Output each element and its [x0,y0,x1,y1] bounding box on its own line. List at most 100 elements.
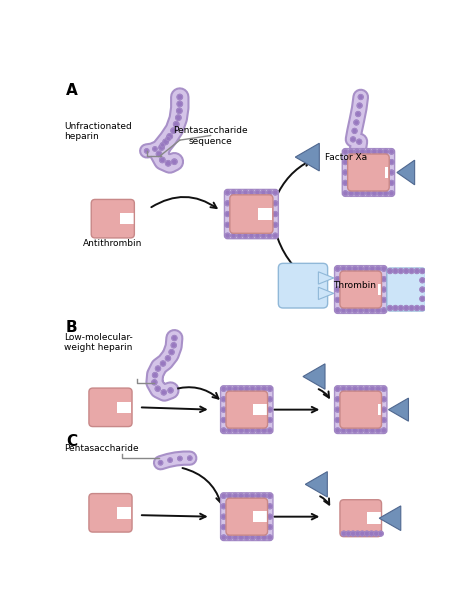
Circle shape [227,386,232,391]
Circle shape [267,504,273,509]
Circle shape [370,308,375,313]
Circle shape [169,350,174,355]
Circle shape [273,222,278,227]
Circle shape [273,190,278,195]
FancyBboxPatch shape [89,493,132,532]
Circle shape [250,428,255,433]
Circle shape [346,308,352,313]
Circle shape [355,191,359,196]
Circle shape [349,191,354,196]
Circle shape [382,407,386,412]
Polygon shape [295,143,319,171]
Circle shape [225,201,230,206]
Circle shape [158,461,163,465]
Circle shape [389,160,394,164]
Polygon shape [118,402,131,413]
Circle shape [398,306,403,310]
Circle shape [354,120,359,125]
Circle shape [177,94,182,100]
Circle shape [237,233,242,238]
Circle shape [370,266,375,271]
Text: Unfractionated
heparin: Unfractionated heparin [64,121,132,141]
Circle shape [335,418,340,423]
Circle shape [225,233,230,238]
Text: Pentasaccharide
sequence: Pentasaccharide sequence [173,126,248,145]
Circle shape [364,386,369,391]
FancyBboxPatch shape [91,200,134,238]
Circle shape [267,233,272,238]
Circle shape [360,191,365,196]
Circle shape [389,191,394,196]
FancyBboxPatch shape [220,493,273,541]
Circle shape [273,233,278,238]
Circle shape [377,191,383,196]
FancyBboxPatch shape [89,388,132,427]
Circle shape [250,535,255,540]
Circle shape [366,149,371,154]
Circle shape [221,514,226,519]
Circle shape [165,356,171,361]
Circle shape [375,308,381,313]
Circle shape [349,149,354,154]
Circle shape [346,428,352,433]
Circle shape [388,269,392,274]
Circle shape [341,266,346,271]
Circle shape [353,266,357,271]
Circle shape [393,269,398,274]
Circle shape [221,535,226,540]
Polygon shape [253,404,267,415]
Circle shape [161,390,166,395]
Circle shape [370,386,375,391]
Circle shape [233,428,237,433]
Circle shape [221,386,226,391]
Circle shape [382,277,386,282]
Circle shape [160,143,164,147]
Circle shape [167,134,173,139]
Circle shape [382,397,386,402]
Circle shape [389,180,394,185]
Circle shape [335,386,340,391]
Circle shape [358,308,363,313]
Circle shape [227,493,232,498]
Circle shape [233,493,237,498]
Circle shape [335,428,340,433]
Circle shape [409,269,414,274]
Circle shape [414,306,419,310]
Circle shape [420,287,425,292]
Circle shape [225,211,230,216]
Circle shape [357,103,362,108]
Circle shape [152,380,157,385]
FancyBboxPatch shape [387,268,425,311]
Polygon shape [303,364,325,389]
Circle shape [335,277,340,282]
FancyBboxPatch shape [230,195,273,233]
Circle shape [176,115,181,120]
Circle shape [355,150,360,155]
Circle shape [343,149,348,154]
Circle shape [160,157,165,163]
Circle shape [171,128,176,133]
Circle shape [366,191,371,196]
Circle shape [255,233,260,238]
Text: A: A [66,83,78,98]
Polygon shape [367,513,381,524]
Circle shape [188,456,192,460]
Circle shape [155,366,161,371]
Circle shape [352,128,357,133]
Circle shape [414,269,419,274]
Circle shape [255,190,260,195]
Circle shape [343,170,348,175]
Circle shape [256,535,261,540]
Circle shape [355,531,360,536]
Text: Thrombin: Thrombin [333,281,376,290]
Circle shape [172,159,177,164]
Circle shape [262,535,266,540]
Circle shape [375,428,381,433]
Circle shape [343,180,348,185]
Circle shape [357,139,362,144]
Polygon shape [378,404,381,415]
Text: Antithrombin: Antithrombin [83,238,143,248]
Circle shape [343,191,348,196]
Circle shape [364,428,369,433]
Circle shape [420,296,425,301]
